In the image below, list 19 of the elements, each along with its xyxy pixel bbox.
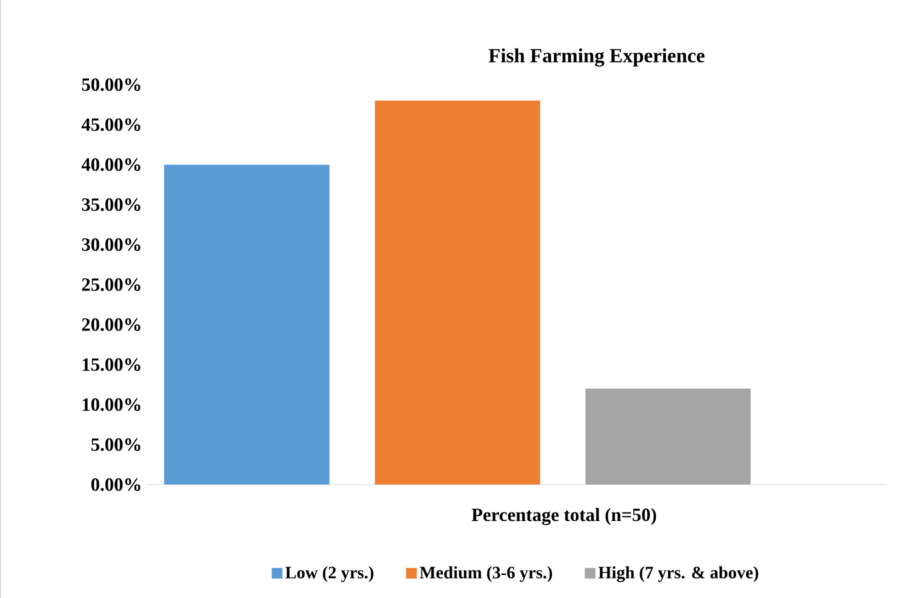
legend-label: Medium (3-6 yrs.)	[420, 566, 552, 582]
y-tick-label: 40.00%	[82, 158, 140, 172]
bar	[585, 388, 751, 485]
y-tick-label: 45.00%	[82, 118, 140, 132]
bar	[374, 100, 540, 485]
legend-label: Low (2 yrs.)	[285, 566, 374, 582]
y-tick-label: 20.00%	[82, 318, 140, 331]
x-tick-label: Percentage total (n=50)	[472, 508, 656, 526]
y-tick-label: 30.00%	[82, 238, 140, 252]
y-tick-label: 35.00%	[82, 198, 140, 212]
chart-title: Fish Farming Experience	[488, 48, 704, 67]
bar	[164, 164, 330, 485]
y-tick-label: 10.00%	[82, 398, 140, 411]
y-tick-label: 5.00%	[91, 438, 140, 451]
y-tick-label: 25.00%	[82, 278, 140, 292]
y-tick-label: 50.00%	[82, 78, 140, 92]
y-tick-label: 15.00%	[82, 358, 140, 371]
legend-label: High (7 yrs. & above)	[598, 566, 758, 582]
y-tick-label: 0.00%	[91, 478, 140, 491]
